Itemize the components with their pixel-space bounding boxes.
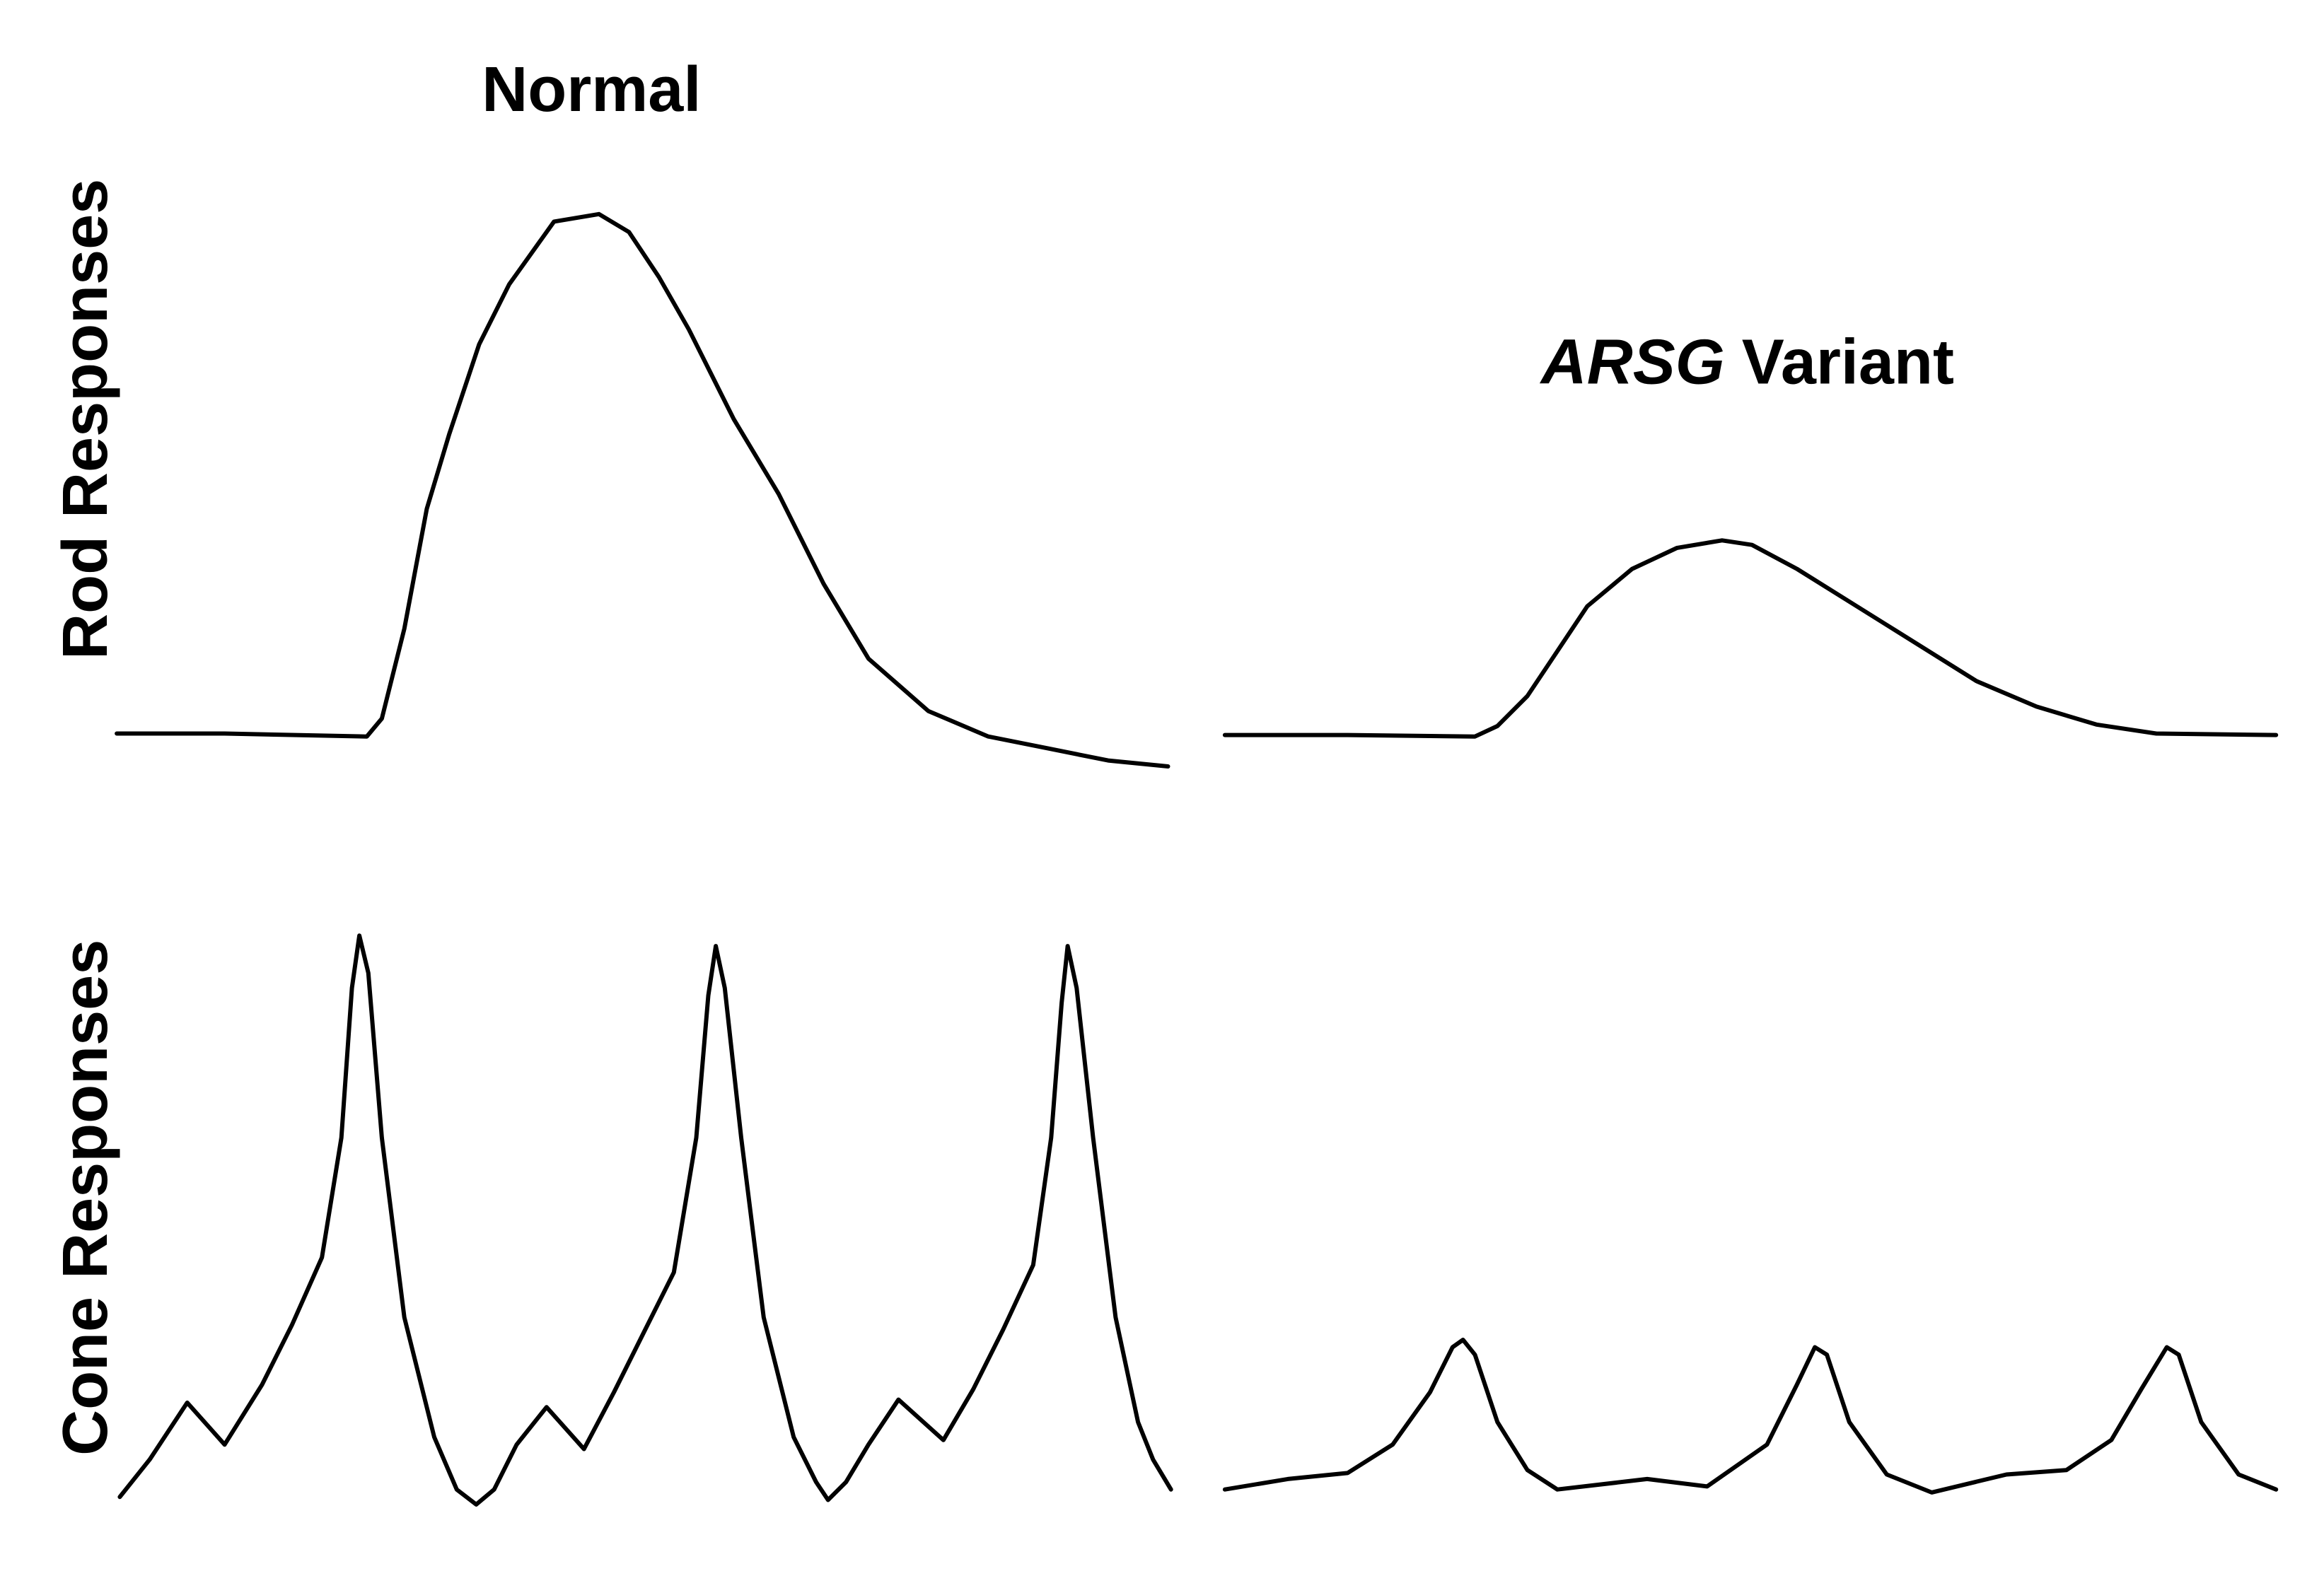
panel-title: ARSG Variant	[1540, 327, 1954, 398]
trace-line	[1222, 538, 2279, 739]
title-part: Variant	[1742, 327, 1954, 398]
panel-title: Normal	[482, 54, 701, 125]
trace-line	[1222, 1338, 2279, 1495]
trace-line	[117, 933, 1173, 1507]
row-label: Rod Responses	[50, 179, 121, 660]
trace-line	[115, 211, 1170, 769]
row-label: Cone Responses	[50, 940, 121, 1456]
title-part: ARSG	[1540, 327, 1725, 398]
